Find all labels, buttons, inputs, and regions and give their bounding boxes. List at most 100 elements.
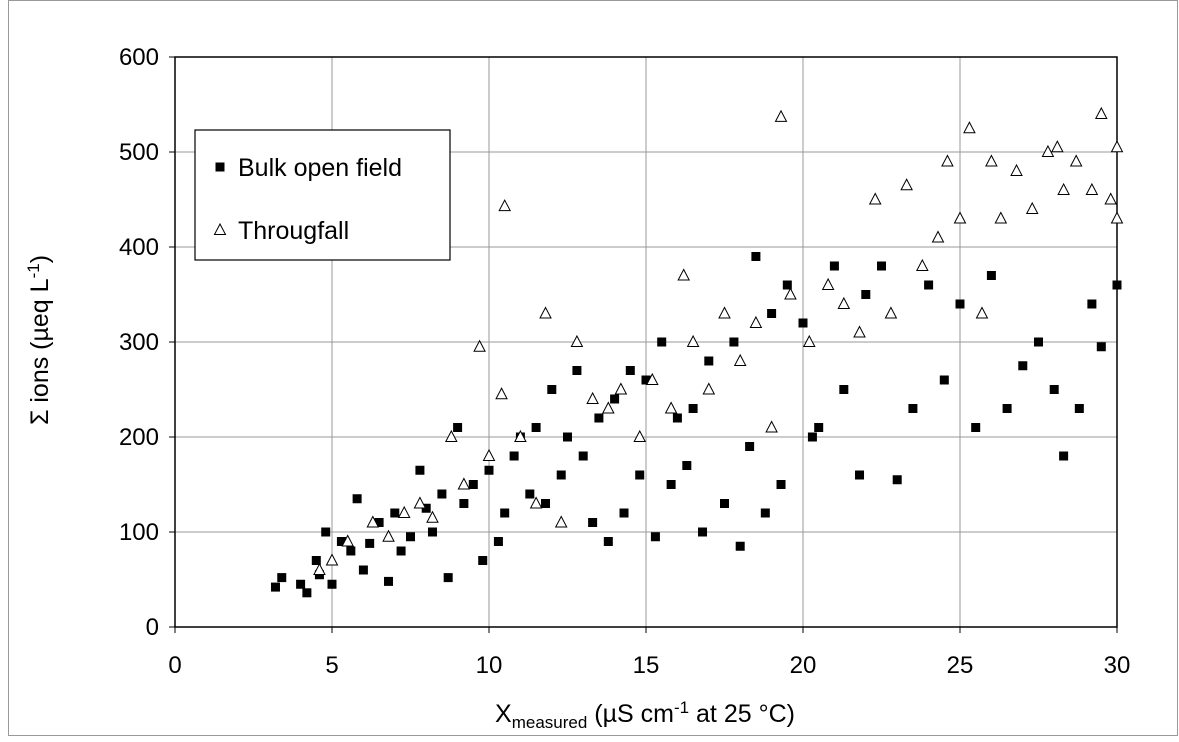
square-marker bbox=[321, 527, 331, 537]
square-marker bbox=[578, 451, 588, 461]
triangle-marker bbox=[985, 154, 998, 167]
square-marker bbox=[704, 356, 714, 366]
triangle-marker bbox=[1110, 140, 1124, 153]
y-tick-label: 200 bbox=[119, 424, 159, 451]
square-marker bbox=[1112, 280, 1122, 290]
square-marker bbox=[939, 375, 949, 385]
square-marker bbox=[641, 375, 651, 385]
triangle-marker bbox=[774, 109, 788, 122]
triangle-marker bbox=[614, 382, 628, 395]
square-marker bbox=[955, 299, 965, 309]
triangle-marker bbox=[686, 334, 700, 347]
square-marker bbox=[296, 579, 306, 589]
plot-border bbox=[174, 56, 1118, 628]
square-marker bbox=[443, 573, 453, 583]
square-marker bbox=[478, 556, 488, 565]
x-tick-label: 15 bbox=[633, 652, 660, 679]
square-marker bbox=[782, 280, 792, 290]
square-marker bbox=[698, 527, 708, 537]
triangle-marker bbox=[765, 420, 778, 433]
square-marker bbox=[365, 538, 375, 548]
triangle-marker bbox=[514, 429, 527, 442]
triangle-marker bbox=[975, 306, 989, 319]
frame bbox=[8, 0, 1178, 736]
square-marker bbox=[484, 465, 494, 475]
square-marker bbox=[1074, 404, 1084, 413]
square-marker bbox=[767, 309, 777, 318]
square-marker bbox=[635, 470, 645, 480]
y-label-end: ) bbox=[26, 255, 54, 263]
triangle-marker bbox=[868, 192, 882, 205]
square-marker bbox=[302, 588, 312, 598]
triangle-marker bbox=[554, 515, 568, 528]
square-marker bbox=[327, 579, 337, 589]
square-marker bbox=[807, 432, 817, 442]
square-marker bbox=[682, 461, 692, 470]
x-tick-label: 20 bbox=[790, 652, 817, 679]
y-tick-label: 0 bbox=[146, 614, 159, 641]
x-label-sup: -1 bbox=[674, 698, 689, 717]
triangle-marker bbox=[733, 353, 747, 366]
y-tick-label: 300 bbox=[119, 329, 159, 356]
square-marker bbox=[437, 489, 447, 499]
y-tick-label: 100 bbox=[119, 519, 159, 546]
square-marker bbox=[415, 465, 425, 475]
square-marker bbox=[971, 423, 981, 432]
triangle-marker bbox=[213, 222, 227, 235]
y-tick-label: 600 bbox=[119, 44, 159, 71]
triangle-marker bbox=[601, 401, 615, 414]
triangle-marker bbox=[473, 339, 486, 352]
square-marker bbox=[427, 527, 437, 537]
square-marker bbox=[396, 546, 406, 556]
square-marker bbox=[688, 404, 698, 413]
square-marker bbox=[672, 413, 682, 423]
triangle-marker bbox=[994, 211, 1008, 224]
triangle-marker bbox=[1051, 140, 1064, 153]
square-marker bbox=[547, 385, 557, 394]
square-marker bbox=[588, 518, 598, 527]
triangle-marker bbox=[1110, 211, 1124, 224]
square-marker bbox=[594, 413, 604, 423]
triangle-marker bbox=[495, 387, 508, 400]
triangle-marker bbox=[529, 496, 543, 509]
square-marker bbox=[541, 499, 551, 508]
triangle-marker bbox=[633, 429, 647, 442]
square-marker bbox=[861, 290, 871, 299]
y-label-sup: -1 bbox=[24, 263, 43, 278]
square-marker bbox=[776, 480, 786, 489]
square-marker bbox=[390, 508, 400, 518]
triangle-marker bbox=[784, 287, 797, 300]
triangle-marker bbox=[1057, 182, 1070, 195]
square-marker bbox=[610, 394, 620, 404]
square-marker bbox=[346, 546, 356, 556]
square-marker bbox=[500, 508, 510, 518]
triangle-marker bbox=[802, 334, 816, 347]
square-marker bbox=[277, 573, 287, 583]
square-marker bbox=[760, 508, 770, 518]
x-tick-label: 5 bbox=[325, 652, 338, 679]
square-marker bbox=[1002, 404, 1012, 413]
triangle-marker bbox=[677, 268, 691, 281]
square-marker bbox=[729, 337, 739, 347]
triangle-marker bbox=[837, 296, 851, 309]
square-marker bbox=[829, 261, 839, 271]
square-marker bbox=[453, 423, 463, 432]
triangle-marker bbox=[963, 121, 976, 134]
square-marker bbox=[751, 252, 761, 261]
triangle-marker bbox=[953, 211, 967, 224]
triangle-marker bbox=[664, 401, 678, 414]
square-marker bbox=[352, 494, 362, 504]
square-marker bbox=[374, 518, 384, 527]
triangle-marker bbox=[444, 429, 458, 442]
square-marker bbox=[603, 537, 613, 546]
x-tick-label: 30 bbox=[1104, 652, 1131, 679]
square-marker bbox=[358, 565, 368, 575]
x-tick-label: 0 bbox=[168, 652, 181, 679]
square-marker bbox=[1049, 385, 1059, 394]
triangle-marker bbox=[915, 258, 929, 271]
square-marker bbox=[215, 162, 225, 172]
triangle-marker bbox=[931, 230, 945, 243]
triangle-marker bbox=[539, 306, 552, 319]
square-marker bbox=[877, 261, 886, 271]
